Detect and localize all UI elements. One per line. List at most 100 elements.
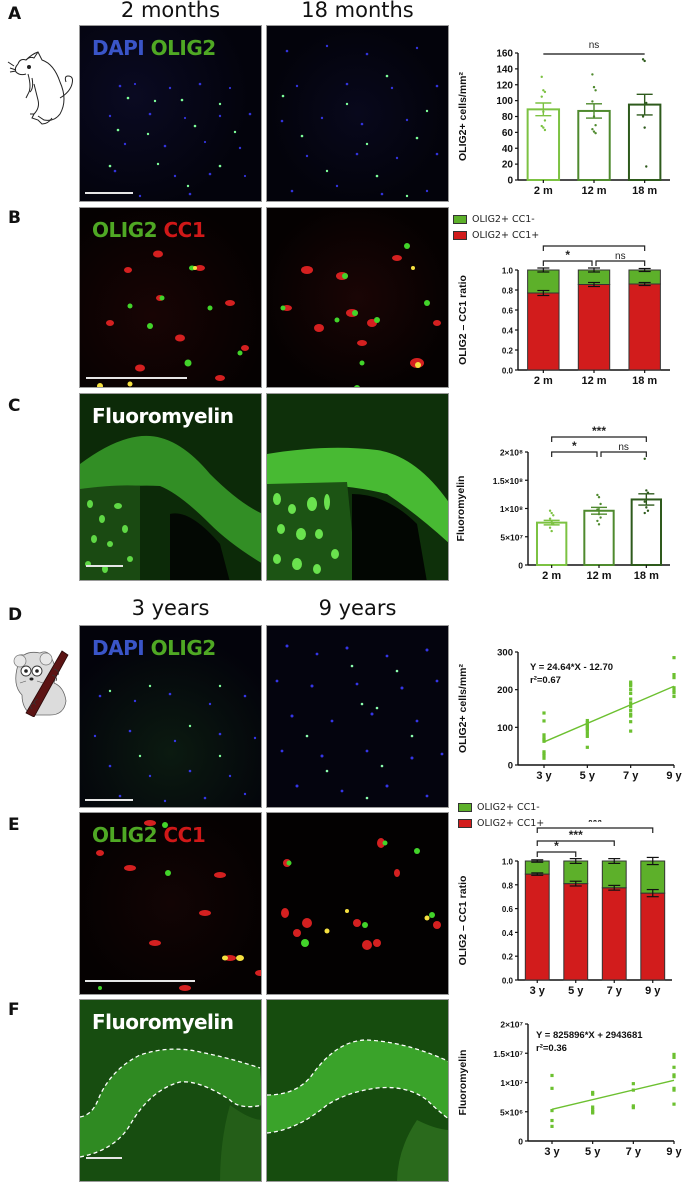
svg-text:*: * — [565, 248, 570, 262]
svg-text:7 y: 7 y — [626, 1146, 642, 1158]
svg-text:18 m: 18 m — [632, 375, 657, 385]
chart-a-olig2-density-mouse: 0 20 40 60 80 100 120 140 160 OLIG2+ cells/mm² 2 m… — [452, 40, 692, 200]
svg-text:Y = 825896*X + 2943681: Y = 825896*X + 2943681 — [536, 1030, 643, 1041]
chart-e-olig2-cc1-ratio-primate: 0.0 0.2 0.4 0.6 0.8 1.0 OLIG2 – CC1 ratio 3 y 5 … — [452, 815, 694, 1005]
scale-bar — [86, 1157, 122, 1159]
svg-text:Fluoromyelin: Fluoromyelin — [457, 1050, 469, 1116]
svg-text:80: 80 — [502, 112, 514, 123]
scale-bar — [85, 192, 133, 194]
svg-text:*: * — [572, 439, 577, 453]
micrograph-f-9-years — [266, 999, 449, 1182]
legend-swatch-green — [458, 802, 472, 812]
olig2-cc1-cells-pattern — [96, 820, 261, 991]
svg-text:***: *** — [592, 424, 606, 438]
svg-text:5 y: 5 y — [585, 1146, 601, 1158]
fluoromyelin-tissue-pattern — [80, 1048, 261, 1181]
svg-text:160: 160 — [496, 49, 513, 60]
olig2-cc1-cells-pattern — [280, 243, 441, 387]
svg-text:12 m: 12 m — [586, 570, 611, 580]
stain-label: DAPI OLIG2 — [92, 636, 216, 660]
scale-bar — [85, 980, 195, 982]
chart-f-fluoromyelin-primate: 0 5×10⁶ 1×10⁷ 1.5×10⁷ 2×10⁷ Fluoromyelin Y = 8… — [452, 1010, 694, 1175]
svg-text:0.6: 0.6 — [502, 905, 514, 914]
svg-text:1.5×10⁸: 1.5×10⁸ — [493, 476, 523, 486]
legend-item-cc1-positive: OLIG2+ CC1+ — [453, 227, 539, 243]
panel-letter-c: C — [8, 396, 21, 416]
svg-text:0.8: 0.8 — [502, 287, 514, 296]
column-title-2-months: 2 months — [120, 0, 221, 22]
stain-label: OLIG2 CC1 — [92, 218, 206, 242]
svg-text:0.8: 0.8 — [502, 881, 514, 890]
svg-text:2×10⁷: 2×10⁷ — [500, 1020, 523, 1030]
stain-label: Fluoromyelin — [92, 404, 234, 428]
svg-text:2 m: 2 m — [534, 375, 553, 385]
column-title-18-months: 18 months — [301, 0, 414, 22]
micrograph-d-3-years: DAPI OLIG2 — [79, 625, 262, 808]
chart-d-olig2-density-primate: 0 100 200 300 OLIG2+ cells/mm² Y = 24.64*X - … — [452, 640, 694, 795]
svg-text:9 y: 9 y — [645, 985, 661, 997]
svg-text:300: 300 — [497, 648, 513, 659]
svg-text:***: *** — [588, 820, 602, 829]
svg-text:OLIG2 – CC1 ratio: OLIG2 – CC1 ratio — [457, 275, 469, 365]
svg-text:1×10⁸: 1×10⁸ — [500, 504, 523, 514]
mouse-illustration-icon — [4, 48, 78, 128]
svg-text:ns: ns — [615, 251, 626, 262]
legend-swatch-red — [453, 230, 467, 240]
svg-text:5×10⁶: 5×10⁶ — [500, 1107, 523, 1117]
svg-text:100: 100 — [496, 96, 513, 107]
svg-text:0.4: 0.4 — [502, 327, 514, 336]
tarsier-illustration-icon — [4, 645, 76, 718]
chart-b-olig2-cc1-ratio-mouse: 0.0 0.2 0.4 0.6 0.8 1.0 OLIG2 – CC1 ratio 2 m 12… — [452, 233, 692, 390]
micrograph-e-3-years: OLIG2 CC1 — [79, 812, 262, 995]
scale-bar — [86, 377, 187, 379]
svg-text:9 y: 9 y — [666, 770, 682, 782]
legend-b: OLIG2+ CC1- OLIG2+ CC1+ — [453, 211, 539, 243]
dapi-olig2-nuclei-pattern — [280, 44, 439, 198]
micrograph-d-9-years — [266, 625, 449, 808]
svg-text:120: 120 — [496, 80, 513, 91]
svg-text:0: 0 — [507, 176, 513, 187]
svg-text:9 y: 9 y — [666, 1146, 682, 1158]
svg-text:5 y: 5 y — [568, 985, 584, 997]
svg-text:0: 0 — [508, 761, 513, 772]
column-title-3-years: 3 years — [131, 596, 210, 620]
svg-text:5×10⁷: 5×10⁷ — [500, 532, 523, 542]
micrograph-a-18-months — [266, 25, 449, 202]
panel-letter-a: A — [8, 4, 22, 24]
svg-text:18 m: 18 m — [632, 185, 657, 195]
micrograph-c-18-months — [266, 393, 449, 581]
stain-label: DAPI OLIG2 — [92, 36, 216, 60]
dapi-olig2-nuclei-pattern — [275, 644, 444, 800]
legend-item-cc1-negative: OLIG2+ CC1- — [458, 799, 544, 815]
scale-bar — [86, 565, 123, 567]
legend-swatch-green — [453, 214, 467, 224]
svg-text:OLIG2+ cells/mm²: OLIG2+ cells/mm² — [457, 72, 469, 161]
legend-e: OLIG2+ CC1- OLIG2+ CC1+ — [458, 799, 544, 831]
svg-text:1.0: 1.0 — [502, 267, 514, 276]
micrograph-f-3-years: Fluoromyelin — [79, 999, 262, 1182]
svg-text:Fluoromyelin: Fluoromyelin — [455, 476, 467, 542]
svg-text:r²=0.67: r²=0.67 — [530, 675, 561, 686]
panel-letter-e: E — [8, 815, 20, 835]
svg-text:1.0: 1.0 — [502, 858, 514, 867]
svg-text:1.5×10⁷: 1.5×10⁷ — [493, 1049, 523, 1059]
svg-text:OLIG2 – CC1 ratio: OLIG2 – CC1 ratio — [457, 876, 469, 966]
svg-text:0.6: 0.6 — [502, 307, 514, 316]
dapi-olig2-nuclei-pattern — [93, 684, 257, 803]
panel-letter-d: D — [8, 605, 23, 625]
svg-text:0.0: 0.0 — [502, 977, 514, 986]
svg-text:1×10⁷: 1×10⁷ — [500, 1078, 523, 1088]
svg-text:0: 0 — [518, 1137, 523, 1147]
svg-text:**: ** — [589, 240, 599, 247]
svg-text:3 y: 3 y — [536, 770, 552, 782]
svg-text:OLIG2+ cells/mm²: OLIG2+ cells/mm² — [457, 664, 469, 753]
svg-text:ns: ns — [589, 40, 600, 51]
svg-text:0: 0 — [518, 561, 523, 571]
micrograph-c-2-months: Fluoromyelin — [79, 393, 262, 581]
svg-text:0.2: 0.2 — [502, 347, 514, 356]
svg-text:40: 40 — [502, 144, 514, 155]
legend-item-cc1-negative: OLIG2+ CC1- — [453, 211, 539, 227]
fluoromyelin-tissue-pattern — [80, 435, 261, 580]
olig2-cc1-cells-pattern — [281, 838, 441, 950]
stain-label: OLIG2 CC1 — [92, 823, 206, 847]
